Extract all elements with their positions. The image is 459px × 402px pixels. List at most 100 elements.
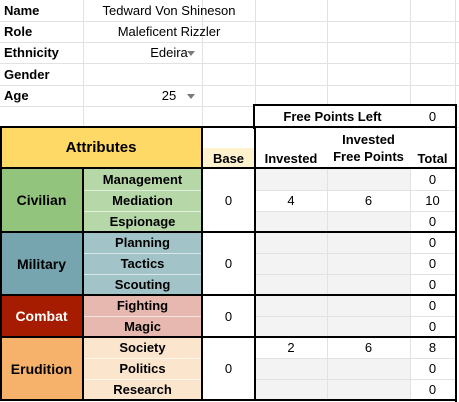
heavy-border: [255, 104, 457, 106]
management-input-bg: [255, 168, 410, 190]
base-header: [202, 148, 255, 168]
espionage-attribute-label: Espionage: [109, 214, 176, 229]
military-group-label: Military: [16, 255, 66, 272]
age-dropdown-icon[interactable]: [187, 94, 195, 99]
espionage-free-points-value[interactable]: [327, 211, 410, 232]
politics-attribute-label: Politics: [119, 361, 166, 376]
research-invested-value[interactable]: [255, 379, 327, 400]
management-total-value: 0: [428, 171, 437, 187]
grid-line: [255, 316, 455, 317]
grid-line: [255, 211, 455, 212]
grid-line: [83, 379, 202, 380]
scouting-input-bg: [255, 274, 410, 295]
free-points-box: [255, 106, 455, 127]
scouting-attribute-label: Scouting: [114, 277, 171, 292]
society-free-points-value[interactable]: 6: [364, 340, 373, 355]
free-points-label: Free Points Left: [283, 109, 382, 124]
grid-line: [255, 358, 455, 359]
planning-free-points-value[interactable]: [327, 232, 410, 253]
tactics-attribute-label: Tactics: [120, 256, 165, 271]
politics-invested-value[interactable]: [255, 358, 327, 379]
grid-line: [410, 0, 411, 127]
espionage-total-value: 0: [428, 214, 437, 229]
management-invested-value[interactable]: [255, 168, 327, 190]
scouting-free-points-value[interactable]: [327, 274, 410, 295]
tactics-invested-value[interactable]: [255, 253, 327, 274]
mediation-input-bg: [255, 190, 410, 211]
society-total-value: 8: [428, 340, 437, 355]
heavy-border: [253, 104, 255, 129]
scouting-invested-value[interactable]: [255, 274, 327, 295]
espionage-input-bg: [255, 211, 410, 232]
mediation-total-value: 10: [425, 193, 440, 208]
magic-free-points-value[interactable]: [327, 316, 410, 337]
total-header-label: Total: [417, 150, 448, 166]
role-value[interactable]: Maleficent Rizzler: [117, 24, 221, 39]
age-value[interactable]: 25: [161, 88, 177, 103]
name-value[interactable]: Tedward Von Shineson: [102, 3, 236, 18]
fighting-invested-value[interactable]: [255, 295, 327, 316]
grid-line: [255, 0, 256, 127]
heavy-border: [0, 231, 457, 233]
society-input-bg: [255, 337, 410, 358]
research-total-value: 0: [428, 382, 437, 397]
grid-line: [83, 0, 84, 127]
grid-line: [0, 42, 459, 43]
name-label: Name: [4, 3, 40, 18]
ethnicity-label: Ethnicity: [4, 45, 59, 60]
heavy-border: [455, 104, 457, 402]
grid-line: [455, 0, 456, 127]
ethnicity-value[interactable]: Edeira: [150, 45, 188, 60]
erudition-group-cell: [0, 337, 83, 400]
grid-line: [327, 0, 328, 127]
civilian-base-value[interactable]: 0: [224, 192, 233, 208]
ethnicity-dropdown-icon[interactable]: [187, 51, 195, 56]
mediation-free-points-value[interactable]: 6: [364, 193, 373, 208]
gender-value[interactable]: [83, 63, 255, 85]
tactics-total-value: 0: [428, 256, 437, 271]
military-base-value[interactable]: 0: [224, 256, 233, 271]
heavy-border: [254, 126, 256, 401]
magic-invested-value[interactable]: [255, 316, 327, 337]
tactics-input-bg: [255, 253, 410, 274]
fighting-free-points-value[interactable]: [327, 295, 410, 316]
gender-label: Gender: [4, 66, 50, 82]
mediation-attribute-label: Mediation: [112, 193, 173, 208]
attributes-header-label: Attributes: [65, 139, 137, 156]
erudition-base-value[interactable]: 0: [224, 361, 233, 376]
espionage-invested-value[interactable]: [255, 211, 327, 232]
role-label: Role: [4, 24, 33, 39]
grid-line: [255, 253, 455, 254]
planning-input-bg: [255, 232, 410, 253]
grid-line: [0, 106, 459, 107]
combat-base-value[interactable]: 0: [224, 308, 233, 324]
fighting-total-value: 0: [428, 298, 437, 313]
society-invested-value[interactable]: 2: [287, 340, 295, 355]
age-label: Age: [4, 88, 29, 103]
grid-line: [202, 0, 203, 127]
planning-total-value: 0: [428, 235, 437, 250]
research-free-points-value[interactable]: [327, 379, 410, 400]
heavy-border: [0, 126, 457, 128]
erudition-group-label: Erudition: [10, 360, 73, 377]
grid-line: [83, 211, 202, 212]
military-group-cell: [0, 232, 83, 295]
research-attribute-label: Research: [113, 382, 172, 397]
grid-line: [255, 274, 455, 275]
heavy-border: [0, 126, 2, 401]
invested-header-label: Invested: [264, 150, 318, 166]
grid-line: [327, 168, 328, 400]
mediation-invested-value[interactable]: 4: [287, 193, 295, 208]
management-free-points-value[interactable]: [327, 168, 410, 190]
tactics-free-points-value[interactable]: [327, 253, 410, 274]
grid-line: [0, 85, 459, 86]
planning-invested-value[interactable]: [255, 232, 327, 253]
invested-free-header-line2: Free Points: [333, 149, 404, 164]
politics-free-points-value[interactable]: [327, 358, 410, 379]
heavy-border: [201, 126, 203, 401]
heavy-border: [0, 167, 457, 169]
heavy-border: [82, 167, 84, 401]
heavy-border: [0, 399, 457, 401]
free-points-value: 0: [428, 109, 437, 124]
fighting-attribute-label: Fighting: [116, 298, 169, 313]
